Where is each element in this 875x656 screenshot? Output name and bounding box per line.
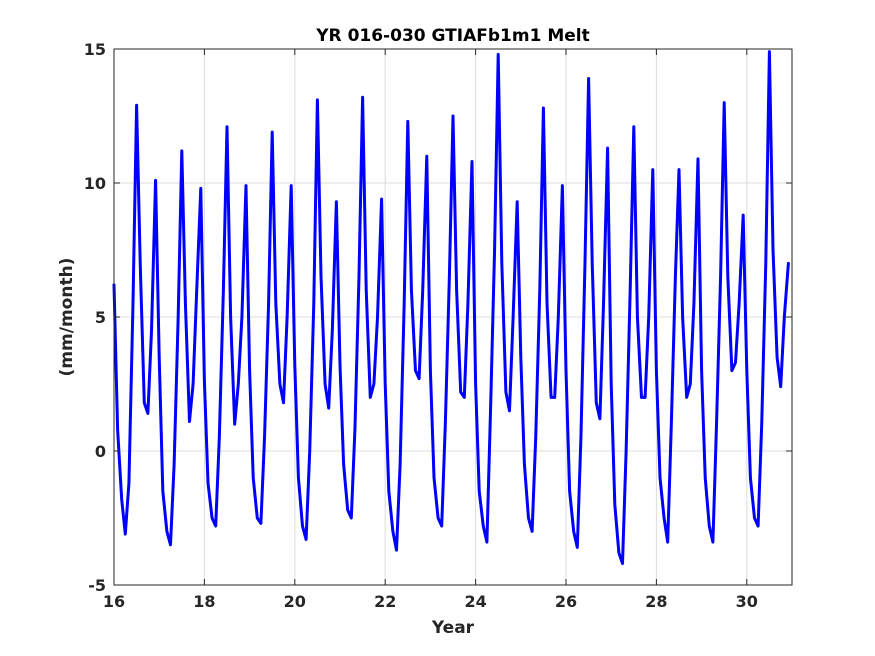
y-tick-label: 0 bbox=[95, 442, 106, 461]
y-tick-label: -5 bbox=[88, 576, 106, 595]
y-axis-label: (mm/month) bbox=[57, 258, 77, 377]
ticks: 16 18 20 22 24 26 28 30 -5 0 5 10 15 bbox=[84, 40, 792, 611]
x-tick-label: 20 bbox=[284, 592, 306, 611]
x-tick-label: 26 bbox=[555, 592, 577, 611]
x-axis-label: Year bbox=[431, 618, 475, 638]
y-tick-label: 15 bbox=[84, 40, 106, 59]
x-tick-label: 28 bbox=[645, 592, 667, 611]
y-tick-label: 5 bbox=[95, 308, 106, 327]
x-tick-label: 16 bbox=[103, 592, 125, 611]
y-tick-label: 10 bbox=[84, 174, 106, 193]
series-line-1 bbox=[112, 50, 790, 566]
chart-title: YR 016-030 GTIAFb1m1 Melt bbox=[315, 26, 589, 46]
x-tick-label: 24 bbox=[464, 592, 486, 611]
series-layer bbox=[112, 50, 790, 566]
x-tick-label: 30 bbox=[736, 592, 758, 611]
x-tick-label: 22 bbox=[374, 592, 396, 611]
x-tick-label: 18 bbox=[193, 592, 215, 611]
